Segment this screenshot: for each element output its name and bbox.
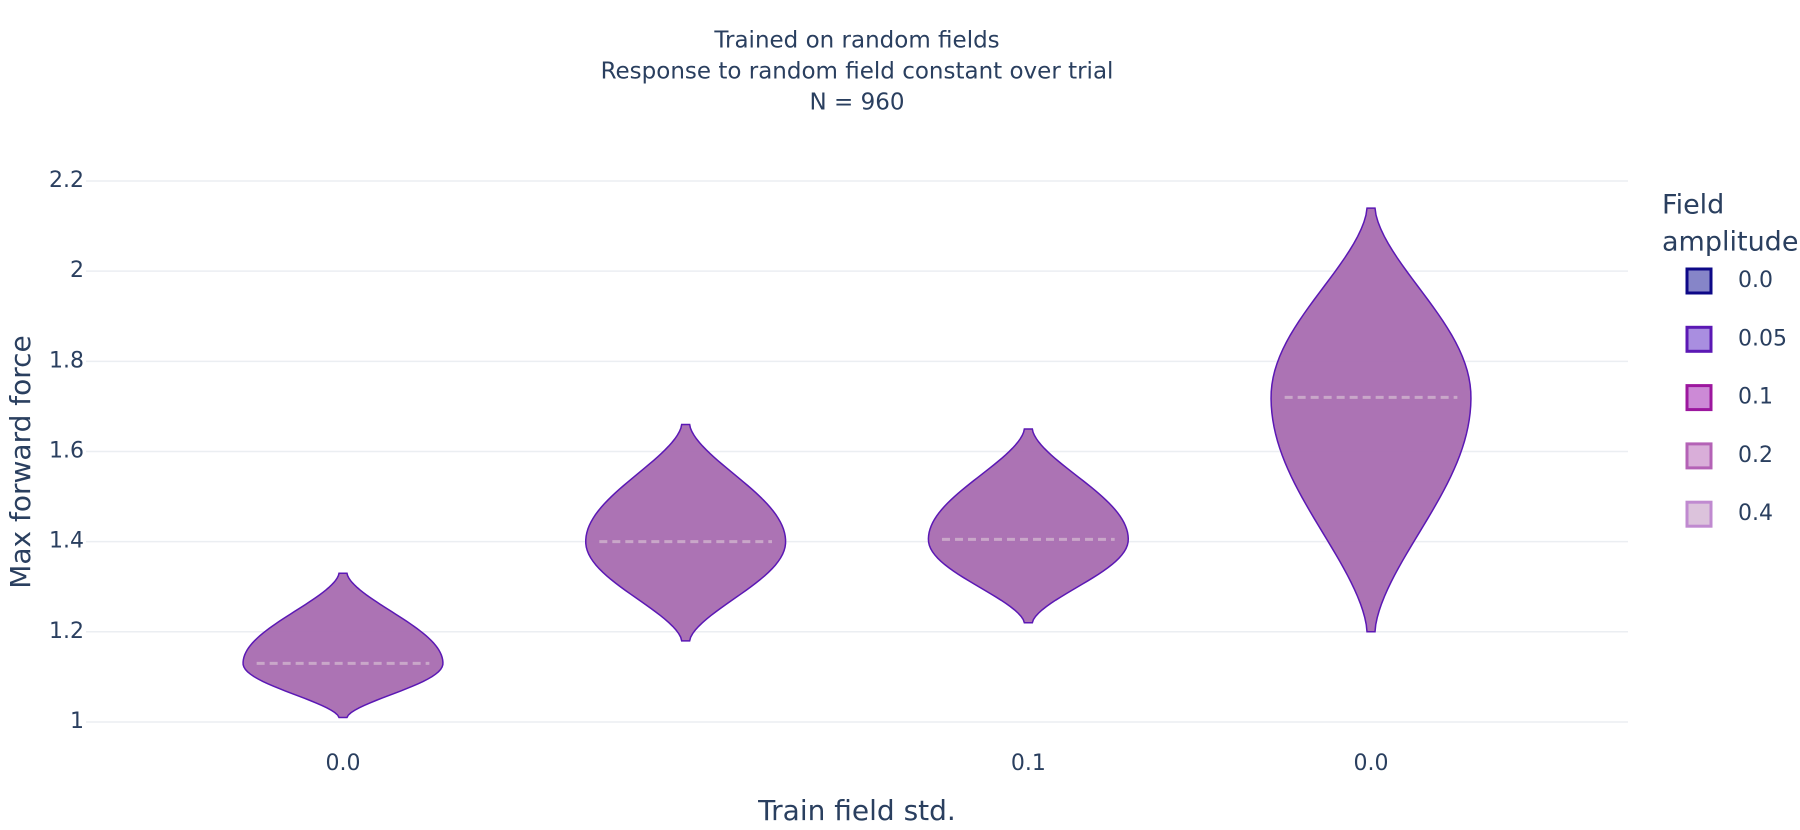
legend-title: Field <box>1662 190 1724 221</box>
x-axis-title: Train field std. <box>757 794 956 827</box>
chart-subtitle: N = 960 <box>810 90 905 116</box>
legend-swatch <box>1685 384 1713 412</box>
legend-label: 0.0 <box>1738 268 1773 293</box>
y-tick-label: 1.2 <box>49 619 84 644</box>
y-tick-label: 2 <box>70 258 84 283</box>
legend-swatch <box>1685 442 1713 470</box>
violin <box>927 428 1130 624</box>
y-tick-label: 1.6 <box>49 438 84 463</box>
x-tick-label: 0.0 <box>1354 751 1389 776</box>
legend-label: 0.05 <box>1738 326 1787 351</box>
legend-label: 0.4 <box>1738 501 1773 526</box>
legend-label: 0.1 <box>1738 385 1773 410</box>
legend-swatch <box>1685 325 1713 353</box>
y-tick-label: 1 <box>70 709 84 734</box>
violin <box>242 572 444 719</box>
chart-title: Trained on random fields <box>713 28 999 54</box>
x-tick-label: 0.1 <box>1011 751 1046 776</box>
y-tick-label: 1.8 <box>49 348 84 373</box>
violin <box>585 423 787 642</box>
y-tick-label: 1.4 <box>49 529 84 554</box>
violin <box>1270 207 1472 633</box>
legend-swatch <box>1685 500 1713 528</box>
y-axis-title: Max forward force <box>4 335 37 589</box>
legend-title: amplitude <box>1662 227 1798 258</box>
legend-label: 0.2 <box>1738 443 1773 468</box>
x-tick-label: 0.0 <box>326 751 361 776</box>
y-tick-label: 2.2 <box>49 168 84 193</box>
chart-subtitle: Response to random field constant over t… <box>601 59 1114 85</box>
legend-swatch <box>1685 267 1713 295</box>
